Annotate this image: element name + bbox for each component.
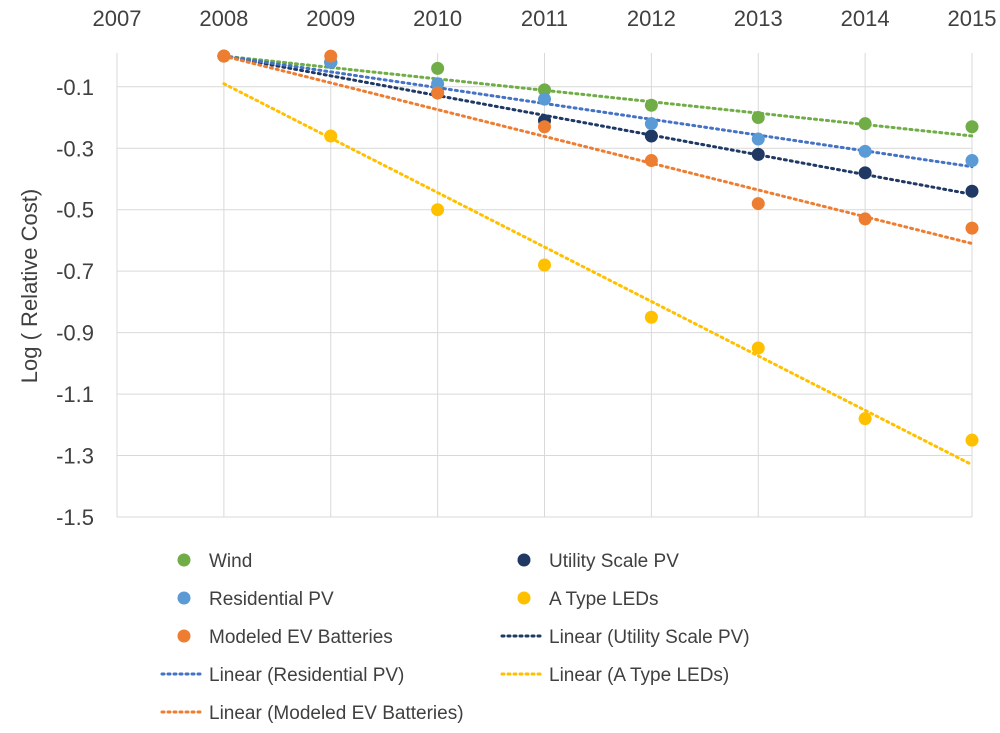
data-point xyxy=(751,197,765,211)
data-point xyxy=(217,49,231,63)
data-point xyxy=(965,154,979,168)
legend-label: Residential PV xyxy=(209,589,334,610)
trendline xyxy=(222,54,974,196)
data-point xyxy=(644,310,658,324)
legend-label: Modeled EV Batteries xyxy=(209,627,393,648)
legend-label: A Type LEDs xyxy=(549,589,659,610)
data-point xyxy=(965,184,979,198)
data-point xyxy=(858,412,872,426)
legend-label: Wind xyxy=(209,551,252,572)
tick-labels: 2007 2008 2009 2010 2011 2012 2013 2014 2015 -0.1… xyxy=(56,6,996,530)
y-tick-label: -0.1 xyxy=(56,75,94,100)
legend-label: Utility Scale PV xyxy=(549,551,679,572)
data-point xyxy=(965,221,979,235)
legend-marker xyxy=(177,629,191,643)
trendline xyxy=(222,82,974,467)
data-point xyxy=(751,341,765,355)
y-tick-label: -0.7 xyxy=(56,259,94,284)
data-point xyxy=(431,203,445,217)
data-point xyxy=(538,120,551,134)
data-points xyxy=(217,49,979,447)
legend-label: Linear (Modeled EV Batteries) xyxy=(209,703,464,724)
y-tick-label: -1.3 xyxy=(56,444,94,469)
data-point xyxy=(431,86,445,100)
data-point xyxy=(324,129,338,143)
data-point xyxy=(858,117,872,131)
trendline xyxy=(222,54,974,138)
x-tick-label: 2011 xyxy=(521,6,568,31)
legend-marker xyxy=(177,553,191,567)
data-point xyxy=(644,117,658,131)
data-point xyxy=(324,49,338,63)
data-point xyxy=(644,98,658,112)
data-point xyxy=(751,111,765,125)
y-tick-label: -0.5 xyxy=(56,198,94,223)
x-tick-label: 2007 xyxy=(93,6,142,31)
data-point xyxy=(858,166,872,180)
legend-marker xyxy=(517,553,531,567)
data-point xyxy=(751,147,765,161)
legend-marker xyxy=(517,591,531,605)
y-tick-label: -1.5 xyxy=(56,505,94,530)
data-point xyxy=(965,120,979,134)
x-tick-label: 2008 xyxy=(199,6,248,31)
x-tick-label: 2013 xyxy=(734,6,783,31)
trendline xyxy=(222,54,974,246)
data-point xyxy=(538,83,551,97)
x-tick-label: 2015 xyxy=(948,6,997,31)
data-point xyxy=(858,212,872,226)
data-point xyxy=(538,258,551,272)
data-point xyxy=(538,92,551,106)
x-tick-label: 2010 xyxy=(413,6,462,31)
y-tick-label: -0.3 xyxy=(56,136,94,161)
trendlines xyxy=(222,54,974,467)
legend-label: Linear (Utility Scale PV) xyxy=(549,627,750,648)
legend: Wind Utility Scale PV Residential PV A Type… xyxy=(160,551,750,724)
trendline xyxy=(222,54,974,169)
data-point xyxy=(644,129,658,143)
y-tick-label: -1.1 xyxy=(56,382,94,407)
legend-marker xyxy=(177,591,191,605)
x-tick-label: 2014 xyxy=(841,6,890,31)
y-axis-title: Log ( Relative Cost) xyxy=(17,189,42,383)
data-point xyxy=(644,154,658,168)
legend-label: Linear (Residential PV) xyxy=(209,665,404,686)
legend-label: Linear (A Type LEDs) xyxy=(549,665,729,686)
x-tick-label: 2012 xyxy=(627,6,676,31)
data-point xyxy=(431,61,445,75)
data-point xyxy=(965,433,979,447)
data-point xyxy=(431,77,445,91)
x-tick-label: 2009 xyxy=(306,6,355,31)
data-point xyxy=(858,144,872,158)
data-point xyxy=(751,132,765,146)
y-tick-label: -0.9 xyxy=(56,321,94,346)
